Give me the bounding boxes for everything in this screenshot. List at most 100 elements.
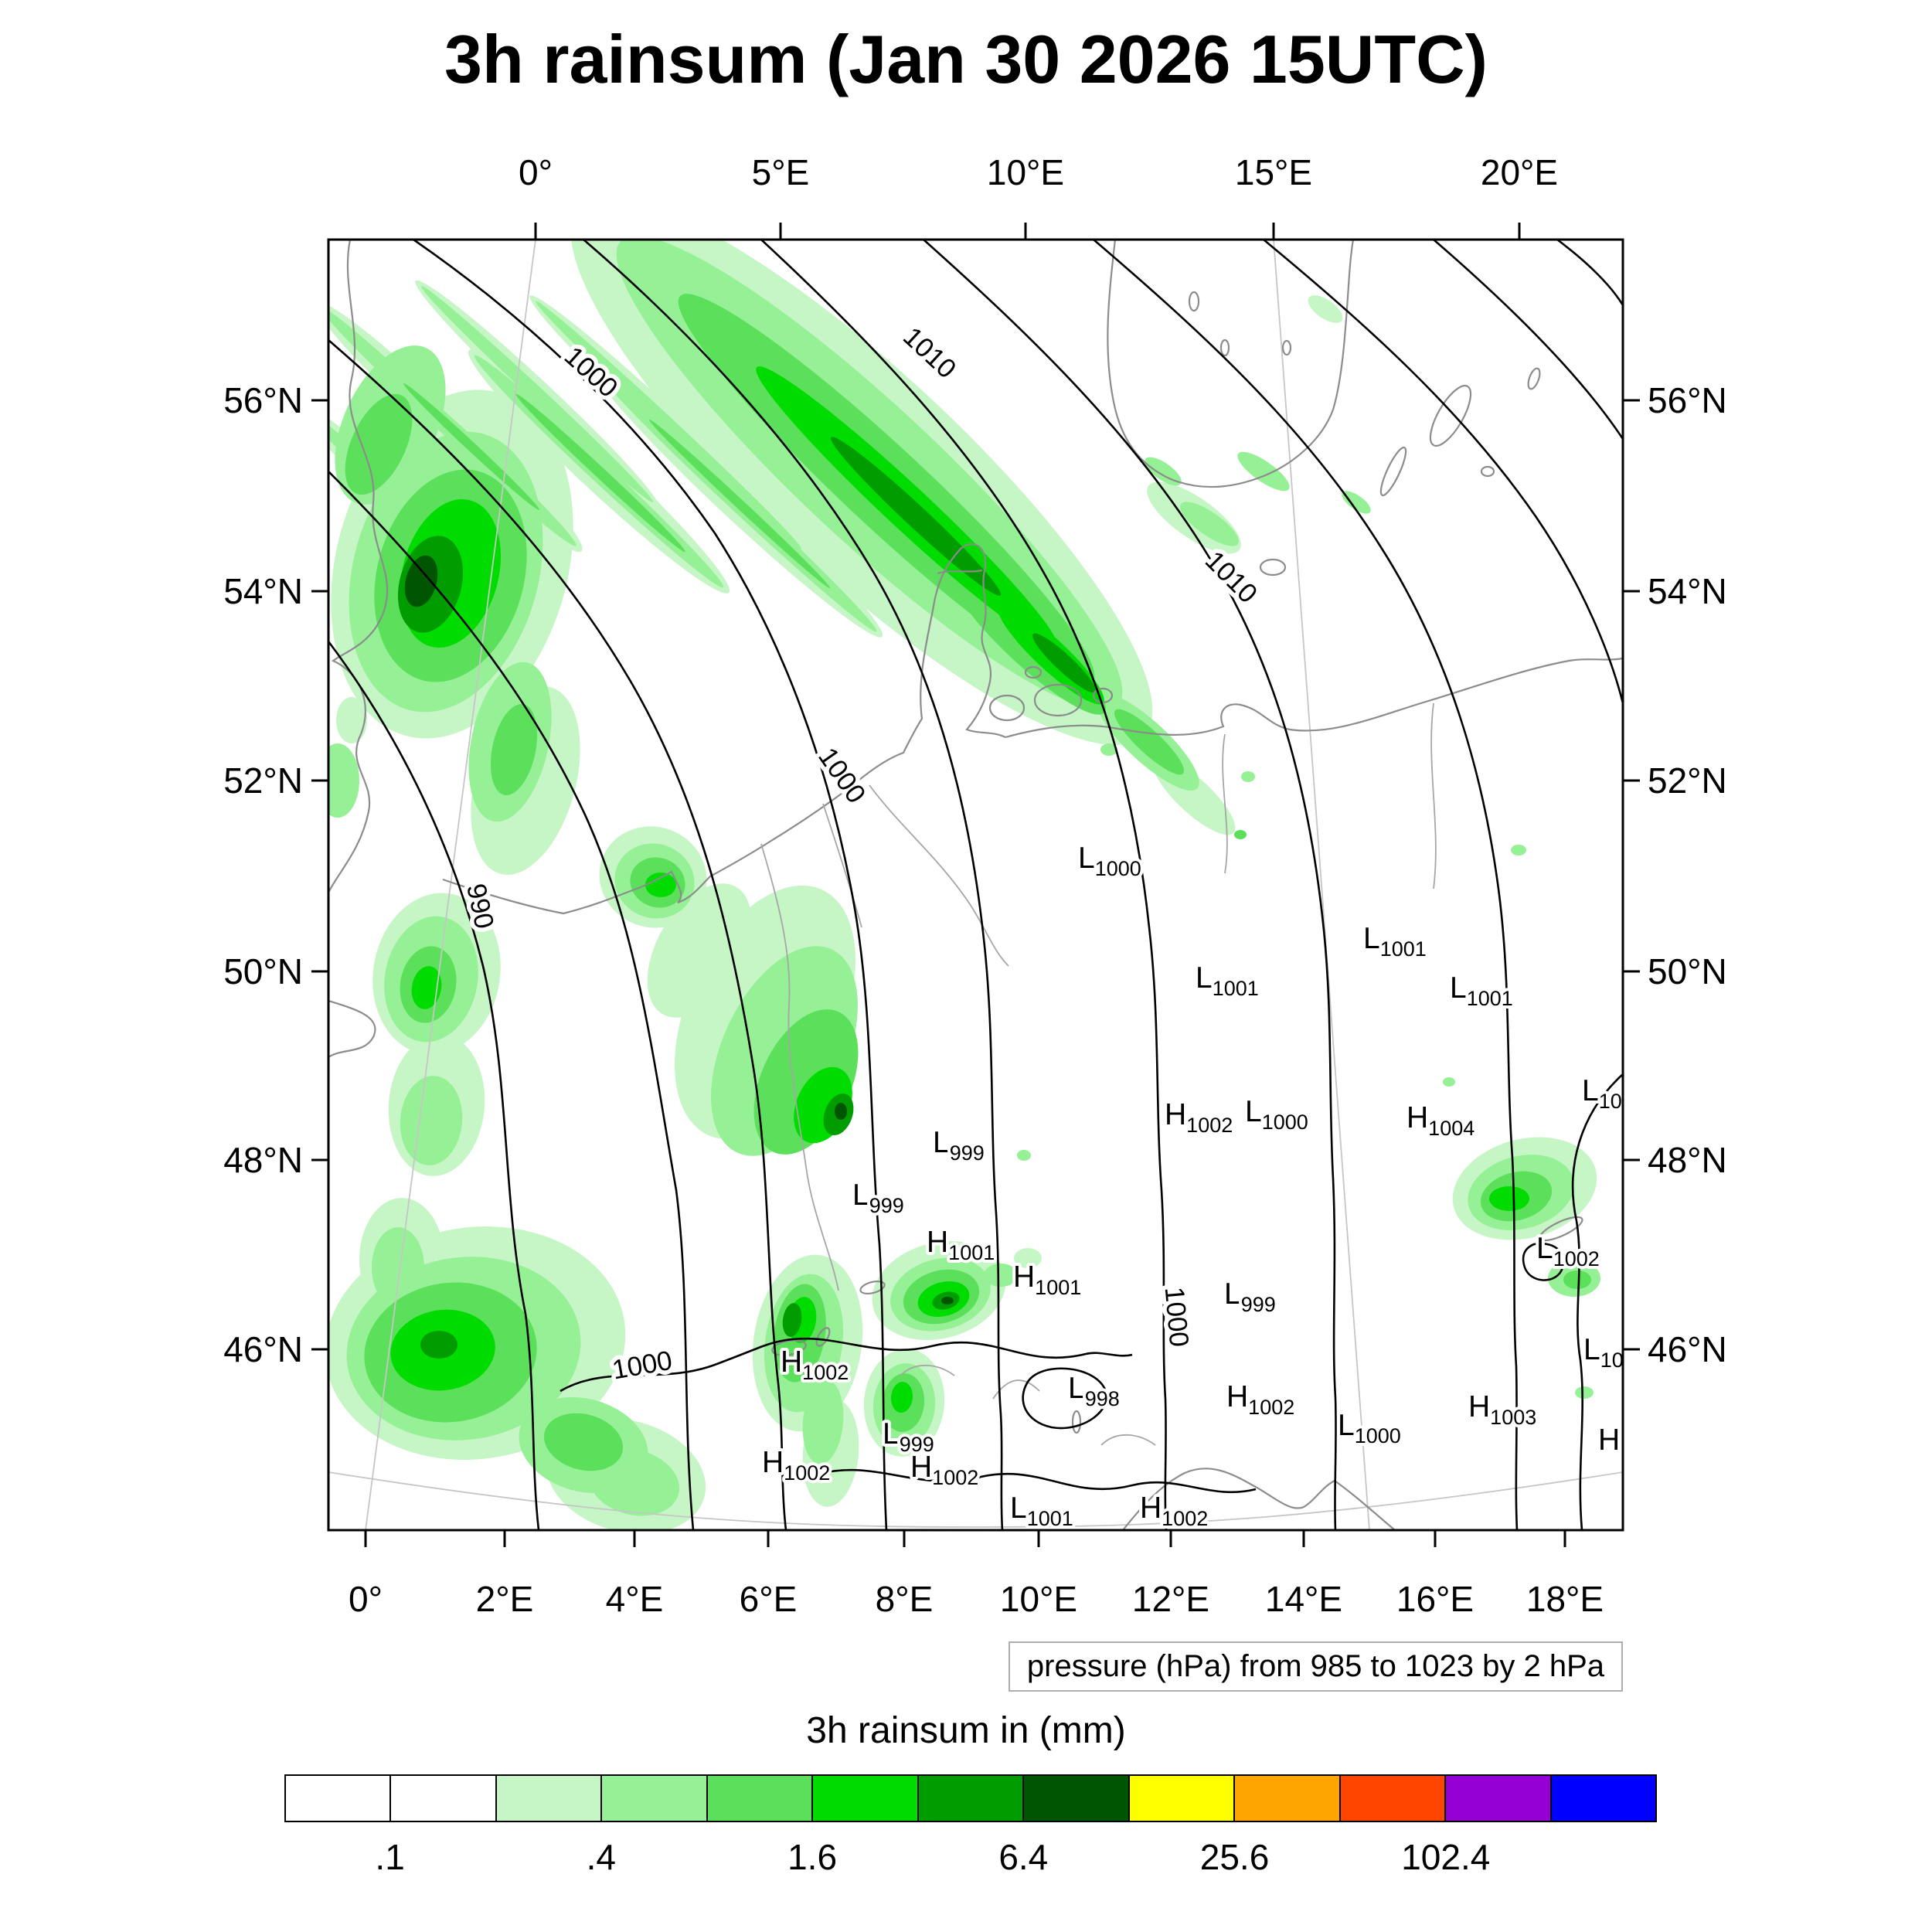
axis-label-bottom: 2°E: [475, 1579, 534, 1619]
axis-label-bottom: 14°E: [1264, 1579, 1343, 1619]
axis-label-right: 48°N: [1648, 1140, 1727, 1180]
pressure-center-label: L1000: [1078, 842, 1141, 880]
axis-label-right: 46°N: [1648, 1329, 1727, 1369]
colorbar-segment: [391, 1776, 497, 1821]
coastline-layer: [328, 240, 1623, 1530]
coastline-layer-shape: [1539, 1216, 1583, 1242]
precipitation-layer-shape: [1145, 457, 1182, 486]
pressure-center-label-shape: 1002: [1162, 1507, 1208, 1530]
axis-label-right: 54°N: [1648, 571, 1727, 611]
isobar-layer-shape: [1022, 1367, 1107, 1430]
river-layer-shape: [1430, 702, 1437, 889]
pressure-center-label-shape: 1002: [1186, 1114, 1233, 1137]
precipitation-layer-shape: [372, 1227, 424, 1308]
pressure-center-label-shape: 999: [869, 1194, 904, 1217]
pressure-center-label: H1002: [1165, 1098, 1233, 1137]
coastline-layer-shape: [1219, 338, 1230, 357]
precipitation-layer-shape: [400, 1076, 463, 1165]
map-frame: [327, 238, 1624, 1532]
coastline-layer-shape: [328, 999, 376, 1058]
pressure-center-label-shape: 1001: [1035, 1276, 1081, 1299]
axis-label-top: 10°E: [986, 152, 1065, 192]
axis-label-bottom: 8°E: [875, 1579, 934, 1619]
axis-label-left: 56°N: [223, 380, 303, 420]
precipitation-layer-shape: [1234, 830, 1247, 839]
axis-label-right: 56°N: [1648, 380, 1727, 420]
coastline-layer-shape: [1092, 687, 1114, 704]
precipitation-layer-shape: [802, 1379, 844, 1464]
page-title: 3h rainsum (Jan 30 2026 15UTC): [444, 21, 1488, 97]
coastline-layer-shape: [328, 240, 389, 893]
isobar-layer-shape: [328, 471, 695, 1530]
pressure-center-label: L100: [1583, 1333, 1635, 1372]
pressure-center-label-shape: 10: [1599, 1090, 1622, 1113]
isobar-layer-shape: [1571, 1073, 1623, 1530]
pressure-center-label: L999: [1224, 1277, 1276, 1316]
pressure-center-label: L1001: [1363, 922, 1427, 961]
axis-label-bottom: 16°E: [1396, 1579, 1475, 1619]
precipitation-layer-shape: [543, 1413, 624, 1471]
coastline-layer-shape: [937, 569, 983, 575]
precipitation-layer-shape: [648, 419, 831, 589]
pressure-center-label-shape: 1001: [1213, 977, 1259, 1000]
pressure-center-label-shape: 1002: [802, 1361, 849, 1384]
axis-label-top: 15°E: [1234, 152, 1313, 192]
pressure-center-label-shape: 100: [1600, 1349, 1635, 1372]
pressure-center-label: L1002: [1536, 1232, 1600, 1270]
precipitation-layer-shape: [328, 743, 359, 818]
pressure-center-label: L1000: [1338, 1409, 1401, 1447]
coastline-layer-shape: [442, 543, 1006, 915]
colorbar-segment: [1024, 1776, 1130, 1821]
pressure-center-label: H1001: [927, 1226, 995, 1264]
river-layer-shape: [1100, 1434, 1156, 1446]
pressure-center-label-shape: 1000: [1355, 1424, 1401, 1447]
colorbar-tick-label: 25.6: [1199, 1837, 1270, 1877]
pressure-center-label-shape: 1002: [1553, 1247, 1600, 1270]
isobar-layer-shape: [328, 641, 540, 1530]
legend-title: 3h rainsum in (mm): [806, 1710, 1126, 1751]
contour-label: 1000: [1159, 1286, 1195, 1349]
isobar-layer-shape: [807, 1468, 1257, 1494]
axis-label-bottom: 0°: [349, 1579, 383, 1619]
pressure-center-label-shape: 1001: [1467, 987, 1513, 1010]
axis-label-bottom: 4°E: [605, 1579, 664, 1619]
colorbar-segment: [707, 1776, 814, 1821]
colorbar-segment: [1129, 1776, 1236, 1821]
colorbar-segment: [918, 1776, 1025, 1821]
axis-label-top: 5°E: [751, 152, 810, 192]
axis-label-bottom: 12°E: [1131, 1579, 1210, 1619]
precipitation-layer-shape: [404, 555, 438, 607]
colorbar-tick-label: 1.6: [787, 1837, 838, 1877]
precipitation-layer-shape: [1241, 771, 1255, 782]
precipitation-layer-shape: [1237, 451, 1290, 492]
precipitation-layer-shape: [1014, 1248, 1042, 1268]
precipitation-layer-shape: [1443, 1077, 1455, 1087]
coastline-layer-shape: [1527, 367, 1541, 390]
precipitation-layer-shape: [1180, 502, 1239, 546]
precipitation-layer-shape: [515, 393, 685, 553]
pressure-center-label-shape: 1002: [932, 1466, 978, 1489]
pressure-center-label: L1000: [1245, 1095, 1308, 1134]
pressure-center-label: H1003: [1468, 1390, 1536, 1429]
isobar-layer-shape: [1522, 1242, 1565, 1281]
axis-label-bottom: 18°E: [1526, 1579, 1604, 1619]
colorbar-segment: [1235, 1776, 1341, 1821]
axis-label-left: 48°N: [223, 1140, 303, 1180]
coastline-layer-shape: [1259, 558, 1287, 577]
precipitation-layer-shape: [782, 1303, 802, 1337]
pressure-center-label-shape: 1000: [1262, 1111, 1308, 1134]
pressure-center-label: H: [1598, 1423, 1620, 1457]
axis-label-right: 52°N: [1648, 760, 1727, 801]
coastline-layer-shape: [988, 694, 1026, 722]
precipitation-layer-shape: [1342, 491, 1371, 514]
pressure-center-label-shape: 999: [900, 1433, 934, 1456]
pressure-center-label-shape: 1002: [1248, 1396, 1294, 1419]
axis-label-right: 50°N: [1648, 951, 1727, 992]
axis-label-left: 50°N: [223, 951, 303, 992]
pressure-center-label: L1001: [1450, 971, 1513, 1010]
precipitation-layer-shape: [420, 286, 654, 502]
river-layer: [760, 702, 1437, 1446]
axis-label-top: 0°: [519, 152, 553, 192]
pressure-center-label: H1002: [1140, 1492, 1208, 1530]
axis-label-top: 20°E: [1480, 152, 1559, 192]
